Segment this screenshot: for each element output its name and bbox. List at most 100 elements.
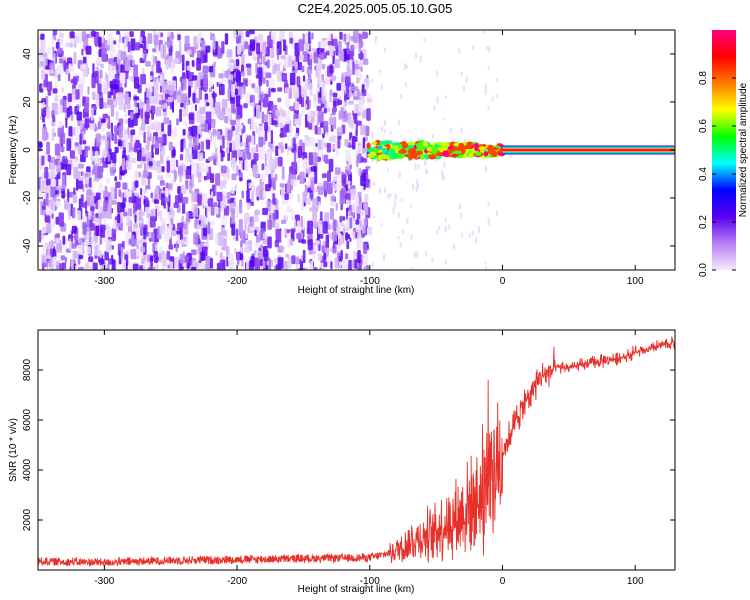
noise-cell [258, 78, 262, 87]
noise-cell [349, 59, 353, 69]
noise-cell [40, 39, 46, 54]
faint-cell [383, 129, 386, 134]
faint-cell [441, 175, 444, 180]
noise-cell [180, 138, 184, 152]
noise-cell [249, 39, 256, 51]
noise-cell [252, 184, 255, 194]
noise-cell [168, 84, 174, 95]
noise-cell [197, 194, 202, 206]
noise-cell [68, 208, 71, 221]
noise-cell [284, 193, 289, 200]
noise-cell [104, 230, 108, 244]
noise-cell [308, 31, 311, 45]
noise-cell [239, 201, 243, 214]
faint-cell [398, 170, 401, 178]
noise-cell [303, 158, 309, 169]
faint-cell [444, 226, 447, 233]
noise-cell [112, 84, 119, 90]
noise-cell [198, 265, 201, 270]
noise-cell [130, 111, 134, 120]
tone-blob [435, 152, 444, 157]
noise-cell [43, 198, 46, 211]
noise-cell [279, 246, 285, 251]
noise-cell [130, 129, 136, 136]
noise-cell [220, 76, 224, 84]
noise-cell [312, 254, 315, 260]
noise-cell [77, 105, 80, 111]
noise-cell [197, 152, 204, 162]
noise-cell [260, 93, 264, 103]
noise-cell [234, 248, 237, 255]
noise-cell [46, 106, 50, 120]
noise-cell [250, 116, 255, 130]
noise-cell [157, 175, 162, 181]
noise-cell [166, 250, 171, 260]
noise-cell [175, 244, 178, 253]
noise-cell [241, 190, 245, 199]
noise-cell [196, 224, 201, 230]
noise-cell [88, 177, 92, 188]
y-tick-label: 2000 [22, 508, 33, 531]
noise-cell [170, 158, 176, 170]
noise-cell [164, 196, 168, 203]
noise-cell [64, 257, 68, 263]
noise-cell [57, 186, 62, 191]
noise-cell [54, 143, 60, 156]
noise-cell [95, 133, 101, 147]
noise-cell [43, 150, 47, 164]
noise-cell [42, 55, 46, 70]
noise-cell [233, 108, 236, 113]
noise-cell [237, 252, 240, 265]
noise-cell [159, 246, 163, 254]
noise-cell [110, 105, 114, 117]
noise-cell [286, 181, 291, 193]
noise-cell [159, 210, 162, 220]
noise-cell [332, 144, 336, 150]
noise-cell [196, 133, 199, 146]
faint-cell [400, 197, 403, 203]
faint-cell [441, 170, 443, 177]
noise-cell [84, 145, 88, 158]
noise-cell [74, 142, 79, 147]
noise-cell [219, 110, 224, 121]
noise-cell [331, 231, 337, 241]
noise-cell [350, 35, 357, 41]
faint-cell [435, 230, 438, 235]
noise-cell [55, 42, 60, 49]
faint-cell [394, 201, 397, 208]
noise-cell [339, 215, 343, 223]
noise-cell [111, 152, 117, 163]
noise-cell [145, 61, 151, 67]
noise-cell [46, 141, 50, 155]
noise-cell [41, 101, 45, 109]
faint-cell [397, 236, 400, 240]
noise-cell [240, 246, 244, 254]
tone-blob [392, 142, 401, 146]
faint-cell [487, 201, 490, 207]
noise-cell [145, 198, 149, 206]
noise-cell [151, 112, 154, 120]
noise-cell [321, 173, 327, 179]
noise-cell [322, 221, 328, 234]
noise-cell [110, 122, 113, 136]
noise-cell [148, 161, 153, 167]
tone-blob [452, 150, 462, 155]
noise-cell [131, 185, 135, 194]
noise-cell [142, 156, 146, 162]
noise-cell [102, 102, 108, 109]
noise-cell [177, 222, 181, 231]
noise-cell [62, 190, 65, 199]
noise-cell [258, 136, 263, 148]
noise-cell [80, 198, 84, 207]
noise-cell [219, 252, 223, 259]
noise-cell [360, 124, 366, 136]
noise-cell [59, 58, 64, 64]
noise-cell [235, 143, 241, 151]
noise-cell [243, 103, 248, 109]
noise-cell [140, 227, 144, 236]
faint-cell [453, 244, 455, 250]
tone-blob [408, 148, 417, 155]
noise-cell [121, 158, 126, 171]
faint-cell [487, 106, 490, 111]
noise-cell [240, 141, 247, 147]
